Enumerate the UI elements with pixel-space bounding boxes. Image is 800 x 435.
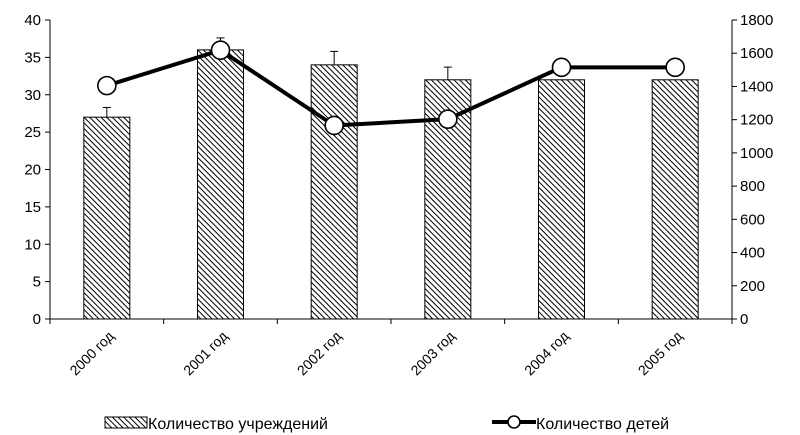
legend-marker-children bbox=[507, 415, 521, 429]
legend: Количество учреждений Количество детей bbox=[104, 415, 669, 433]
axes bbox=[45, 19, 737, 324]
x-category-label: 2004 год bbox=[521, 328, 572, 379]
y-right-tick-label: 600 bbox=[740, 211, 765, 228]
point-children bbox=[438, 109, 458, 129]
y-left-tick-label: 15 bbox=[24, 199, 41, 216]
x-category-label: 2005 год bbox=[635, 328, 686, 379]
y-left-tick-label: 40 bbox=[24, 12, 41, 29]
line-children bbox=[106, 48, 676, 128]
bar-institutions bbox=[197, 49, 244, 320]
point-children bbox=[551, 57, 572, 78]
point-children bbox=[97, 75, 117, 96]
y-left-tick-label: 20 bbox=[24, 162, 41, 179]
y-right-tick-label: 0 bbox=[740, 311, 748, 328]
bar-institutions bbox=[83, 116, 131, 320]
point-children bbox=[665, 57, 685, 78]
line-series bbox=[97, 40, 685, 136]
bar-institutions bbox=[651, 79, 699, 320]
y-right-tick-label: 200 bbox=[740, 278, 765, 295]
y-left-tick-label: 30 bbox=[24, 87, 41, 104]
legend-swatch-institutions bbox=[104, 416, 148, 429]
y-right-tick-label: 1200 bbox=[740, 112, 773, 129]
y-right-tick-label: 400 bbox=[740, 245, 765, 262]
bar-institutions bbox=[310, 64, 358, 320]
bars bbox=[83, 49, 699, 320]
y-left-tick-label: 35 bbox=[24, 49, 41, 66]
y-left-tick-label: 25 bbox=[24, 124, 41, 141]
y-right-tick-label: 1400 bbox=[740, 78, 773, 95]
y-right-tick-label: 1800 bbox=[740, 12, 773, 29]
bar-institutions bbox=[538, 79, 585, 320]
x-category-label: 2002 год bbox=[294, 328, 345, 379]
legend-label-institutions: Количество учреждений bbox=[148, 416, 328, 433]
point-children bbox=[324, 115, 344, 136]
point-children bbox=[210, 40, 231, 61]
y-right-tick-label: 800 bbox=[740, 178, 765, 195]
x-category-label: 2001 год bbox=[180, 328, 231, 379]
error-bars bbox=[102, 37, 452, 118]
y-left-tick-label: 0 bbox=[33, 311, 41, 328]
legend-label-children: Количество детей bbox=[536, 416, 669, 433]
x-category-label: 2000 год bbox=[66, 328, 117, 379]
y-right-tick-label: 1600 bbox=[740, 45, 773, 62]
y-right-tick-label: 1000 bbox=[740, 145, 773, 162]
x-category-label: 2003 год bbox=[407, 328, 458, 379]
y-left-tick-label: 10 bbox=[24, 236, 41, 253]
y-left-tick-label: 5 bbox=[33, 274, 41, 291]
